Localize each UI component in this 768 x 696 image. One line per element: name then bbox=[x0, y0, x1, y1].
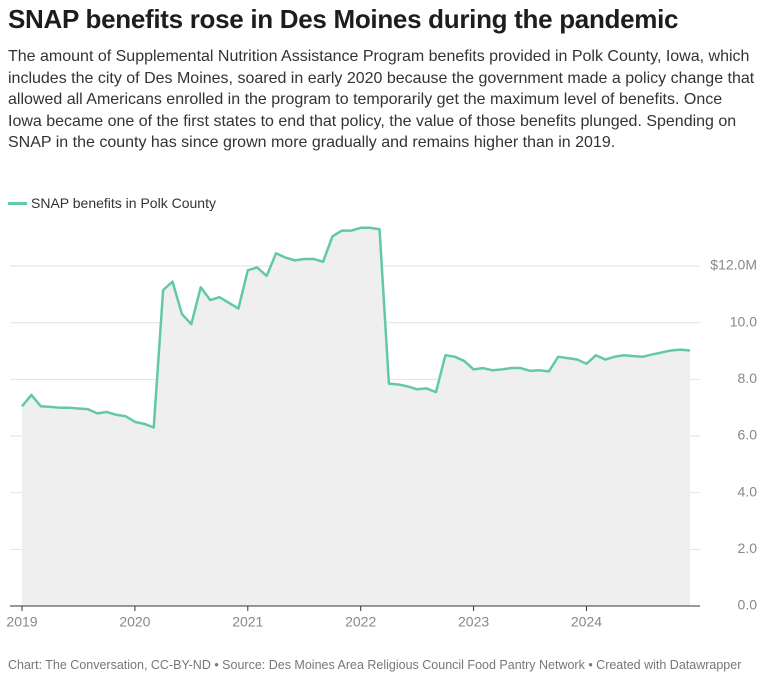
chart-footer: Chart: The Conversation, CC-BY-ND • Sour… bbox=[8, 658, 742, 672]
y-tick-label: 2.0 bbox=[738, 540, 758, 556]
y-tick-label: 6.0 bbox=[738, 427, 758, 443]
x-tick-label: 2020 bbox=[119, 614, 150, 630]
x-tick-label: 2019 bbox=[6, 614, 37, 630]
y-tick-label: 10.0 bbox=[730, 313, 757, 329]
legend-swatch bbox=[8, 201, 27, 205]
y-tick-label: $12.0M bbox=[710, 257, 757, 273]
line bbox=[21, 226, 691, 429]
x-tick-label: 2023 bbox=[458, 614, 489, 630]
x-tick-label: 2021 bbox=[232, 614, 263, 630]
x-tick-label: 2022 bbox=[345, 614, 376, 630]
chart-subtitle: The amount of Supplemental Nutrition Ass… bbox=[8, 48, 755, 151]
y-tick-label: 0.0 bbox=[738, 597, 758, 613]
legend-label: SNAP benefits in Polk County bbox=[31, 195, 216, 211]
y-tick-label: 4.0 bbox=[738, 483, 758, 499]
y-tick-label: 8.0 bbox=[738, 370, 758, 386]
legend: SNAP benefits in Polk County bbox=[8, 195, 216, 211]
chart-title: SNAP benefits rose in Des Moines during … bbox=[8, 4, 679, 34]
x-tick-label: 2024 bbox=[571, 614, 602, 630]
